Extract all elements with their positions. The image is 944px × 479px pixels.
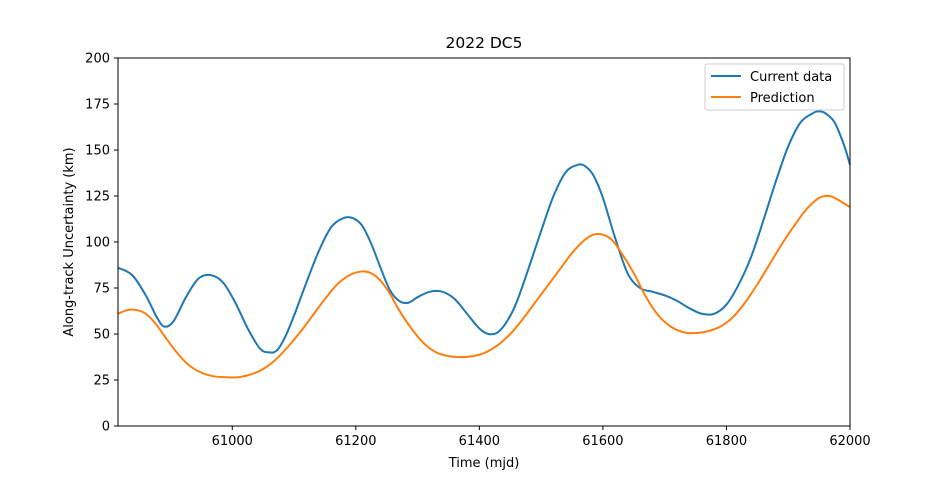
- y-tick-label: 75: [93, 282, 110, 297]
- x-tick-label: 61400: [459, 434, 500, 449]
- chart-title: 2022 DC5: [446, 34, 523, 52]
- legend-label-prediction: Prediction: [750, 91, 815, 106]
- x-tick-label: 61600: [582, 434, 623, 449]
- x-tick-label: 61200: [335, 434, 376, 449]
- y-tick-label: 150: [85, 144, 110, 159]
- y-tick-label: 175: [85, 98, 110, 113]
- y-tick-label: 25: [93, 374, 110, 389]
- series-line-prediction: [117, 194, 851, 379]
- x-tick-label: 62000: [829, 434, 870, 449]
- x-axis-label: Time (mjd): [448, 456, 520, 471]
- y-tick-label: 200: [85, 52, 110, 67]
- y-tick-label: 100: [85, 236, 110, 251]
- axis-ticks: 61000 61200 61400 61600 61800 62000 0 25 50 75 100…: [85, 52, 871, 450]
- plot-lines: [117, 110, 851, 379]
- legend-label-current-data: Current data: [750, 70, 832, 85]
- plot-frame: [117, 57, 851, 427]
- y-axis-label: Along-track Uncertainty (km): [62, 147, 77, 336]
- y-tick-label: 0: [102, 420, 110, 435]
- y-tick-label: 125: [85, 190, 110, 205]
- y-tick-label: 50: [93, 328, 110, 343]
- x-tick-label: 61000: [212, 434, 253, 449]
- legend: Current data Prediction: [704, 63, 845, 111]
- x-tick-label: 61800: [706, 434, 747, 449]
- series-line-current-data: [117, 110, 851, 354]
